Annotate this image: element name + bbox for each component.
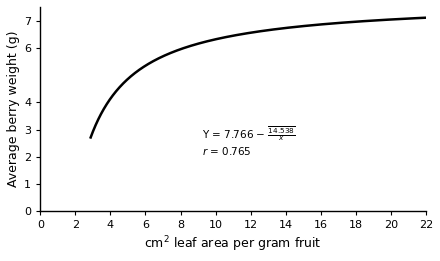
Text: $r$ = 0.765: $r$ = 0.765 bbox=[202, 145, 251, 157]
Text: Y = 7.766 $-$ $\frac{\overline{14.538}}{x}$: Y = 7.766 $-$ $\frac{\overline{14.538}}{… bbox=[202, 124, 295, 143]
Y-axis label: Average berry weight (g): Average berry weight (g) bbox=[7, 31, 20, 187]
X-axis label: cm$^2$ leaf area per gram fruit: cm$^2$ leaf area per gram fruit bbox=[144, 234, 322, 254]
